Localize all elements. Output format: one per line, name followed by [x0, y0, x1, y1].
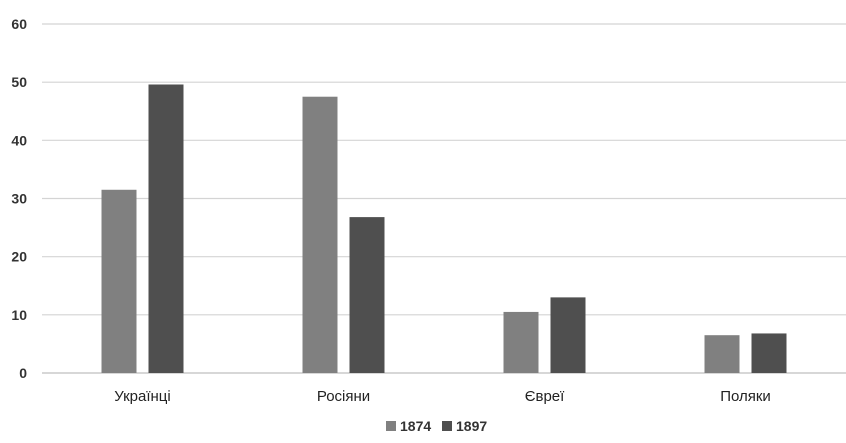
legend-label-1874: 1874	[400, 418, 431, 434]
y-tick-label: 10	[11, 307, 27, 323]
bar-1874-2	[504, 312, 539, 373]
x-category-label: Поляки	[720, 388, 771, 405]
x-category-label: Українці	[114, 388, 170, 405]
y-axis-ticks: 0 10 20 30 40 50 60	[11, 16, 27, 381]
bar-1897-3	[752, 333, 787, 373]
bar-1874-1	[303, 97, 338, 373]
bar-1874-3	[705, 335, 740, 373]
legend-label-1897: 1897	[456, 418, 487, 434]
bar-1897-0	[149, 84, 184, 373]
y-tick-label: 50	[11, 74, 27, 90]
x-category-label: Росіяни	[317, 388, 370, 405]
y-tick-label: 30	[11, 191, 27, 207]
legend-swatch-1897	[442, 421, 452, 431]
y-tick-label: 0	[19, 365, 27, 381]
bar-1897-1	[350, 217, 385, 373]
bar-1874-0	[102, 190, 137, 373]
x-category-label: Євреї	[525, 388, 565, 405]
x-axis-categories: Українці Росіяни Євреї Поляки	[114, 388, 771, 405]
legend: 1874 1897	[386, 418, 487, 434]
bars	[102, 84, 787, 373]
y-tick-label: 60	[11, 16, 27, 32]
bar-1897-2	[551, 297, 586, 373]
y-tick-label: 40	[11, 132, 27, 148]
legend-swatch-1874	[386, 421, 396, 431]
y-tick-label: 20	[11, 249, 27, 265]
